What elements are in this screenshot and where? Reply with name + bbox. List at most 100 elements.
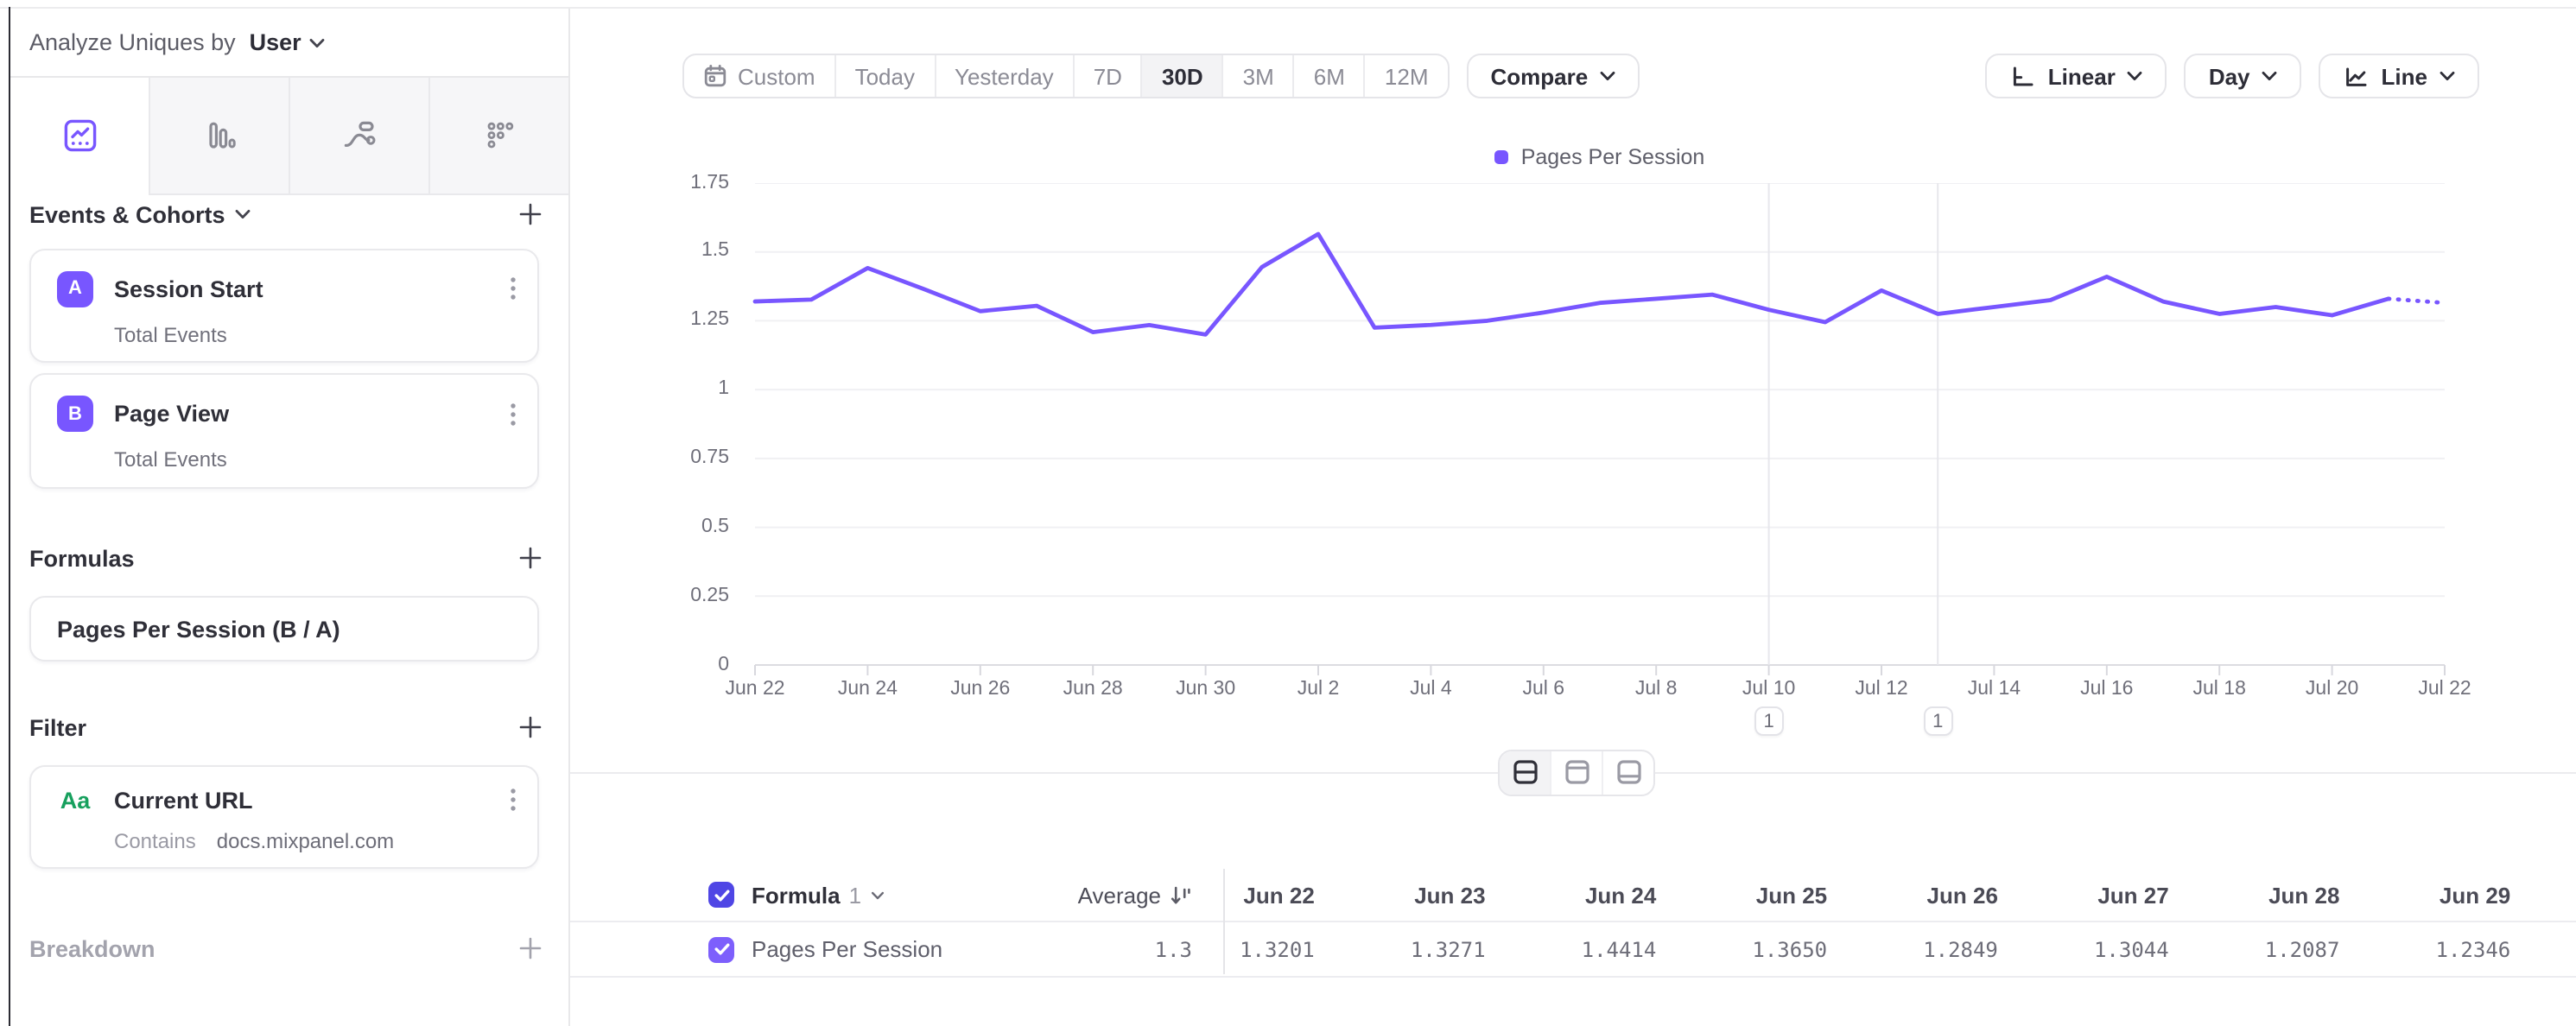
- x-axis-tick-label: Jul 8: [1634, 679, 1678, 700]
- formula-expression[interactable]: Pages Per Session (B / A): [57, 616, 340, 642]
- analyze-prefix-label: Analyze Uniques by: [29, 29, 236, 55]
- table-value-cell: 1.3271: [1410, 937, 1486, 961]
- table-only-icon: [1615, 758, 1642, 786]
- add-event-button[interactable]: [518, 202, 542, 226]
- kebab-menu-icon[interactable]: [510, 402, 517, 426]
- formula-label: Formula: [752, 882, 841, 908]
- tab-flows[interactable]: [289, 78, 428, 195]
- formula-card[interactable]: Pages Per Session (B / A): [29, 596, 539, 662]
- add-filter-button[interactable]: [518, 715, 542, 739]
- chart-type-label: Line: [2381, 63, 2427, 89]
- event-card-session-start[interactable]: A Session Start Total Events: [29, 248, 539, 363]
- tab-retention[interactable]: [428, 78, 568, 195]
- compare-label: Compare: [1490, 63, 1589, 89]
- date-range-custom[interactable]: Custom: [684, 55, 836, 97]
- date-range-7d[interactable]: 7D: [1075, 55, 1143, 97]
- date-column-headers: Jun 22 Jun 23 Jun 24 Jun 25 Jun 26 Jun 27 Jun …: [1144, 869, 2510, 921]
- x-axis-tick-label: Jun 22: [725, 679, 785, 700]
- chart-legend[interactable]: Pages Per Session: [738, 145, 2462, 169]
- x-axis-tick-label: Jul 6: [1522, 679, 1565, 700]
- filter-section-title: Filter: [29, 714, 87, 740]
- table-date-header[interactable]: Jun 25: [1755, 882, 1828, 908]
- events-section-heading: Events & Cohorts: [29, 197, 542, 231]
- analyze-entity-dropdown[interactable]: User: [249, 29, 301, 55]
- sidebar-divider: [568, 9, 570, 1026]
- series-label: Pages Per Session: [752, 936, 943, 962]
- table-date-header[interactable]: Jun 29: [2439, 882, 2511, 908]
- table-date-header[interactable]: Jun 23: [1414, 882, 1486, 908]
- filter-operator[interactable]: Contains: [114, 828, 196, 852]
- chevron-down-icon: [236, 209, 251, 219]
- event-card-page-view[interactable]: B Page View Total Events: [29, 373, 539, 488]
- chevron-down-icon: [310, 37, 326, 48]
- report-main: Custom Today Yesterday 7D 30D 3M 6M 12M Compare…: [570, 0, 2576, 1026]
- chevron-down-icon: [2440, 71, 2455, 81]
- table-value-cell: 1.4414: [1581, 937, 1657, 961]
- annotation-badge[interactable]: 1: [1754, 706, 1784, 736]
- layout-chart-only-button[interactable]: [1551, 750, 1603, 794]
- date-range-3m[interactable]: 3M: [1224, 55, 1295, 97]
- breakdown-section-heading: Breakdown: [29, 931, 542, 966]
- calendar-icon: [703, 64, 727, 88]
- filter-property[interactable]: Current URL: [114, 787, 253, 813]
- string-property-icon: Aa: [60, 787, 91, 813]
- event-measurement[interactable]: Total Events: [114, 447, 227, 472]
- table-date-header[interactable]: Jun 28: [2268, 882, 2340, 908]
- event-measurement[interactable]: Total Events: [114, 322, 227, 346]
- table-date-header[interactable]: Jun 24: [1584, 882, 1657, 908]
- header-divider: [10, 76, 568, 78]
- add-breakdown-button[interactable]: [518, 936, 542, 960]
- visualization-tabbar: [10, 78, 568, 195]
- tab-insights[interactable]: [10, 78, 149, 195]
- add-formula-button[interactable]: [518, 546, 542, 570]
- x-axis-tick-label: Jun 24: [837, 679, 898, 700]
- table-date-header[interactable]: Jun 26: [1926, 882, 1998, 908]
- y-axis-tick-label: 1.75: [690, 172, 729, 193]
- line-chart-icon: [2344, 63, 2370, 89]
- formula-dropdown[interactable]: Formula 1: [752, 869, 884, 921]
- table-row[interactable]: Pages Per Session 1.3 1.3201 1.3271 1.4414…: [570, 922, 2576, 978]
- split-view-icon: [1511, 758, 1539, 786]
- layout-split-view-button[interactable]: [1500, 750, 1551, 794]
- annotation-badge[interactable]: 1: [1923, 706, 1953, 736]
- table-value-cell: 1.3650: [1752, 937, 1828, 961]
- events-section-title[interactable]: Events & Cohorts: [29, 201, 225, 227]
- compare-button[interactable]: Compare: [1466, 54, 1640, 98]
- filter-card-current-url[interactable]: Aa Current URL Contains docs.mixpanel.co…: [29, 764, 539, 868]
- y-axis-tick-label: 0.75: [690, 446, 729, 468]
- series-checkbox[interactable]: [708, 936, 734, 962]
- layout-toggle: [1498, 749, 1655, 795]
- table-date-header[interactable]: Jun 22: [1243, 882, 1315, 908]
- y-scale-button[interactable]: Linear: [1985, 54, 2167, 98]
- chart-toolbar: Custom Today Yesterday 7D 30D 3M 6M 12M Compare…: [682, 54, 2479, 98]
- y-axis-tick-label: 0: [718, 654, 729, 674]
- legend-swatch: [1494, 150, 1509, 164]
- flows-icon: [340, 117, 378, 154]
- line-chart[interactable]: [738, 183, 2462, 681]
- average-sort-header[interactable]: Average: [916, 869, 1192, 921]
- select-all-checkbox[interactable]: [708, 882, 734, 908]
- tab-funnels[interactable]: [149, 78, 289, 195]
- layout-table-only-button[interactable]: [1603, 750, 1653, 794]
- x-axis-tick-label: Jul 4: [1410, 679, 1452, 700]
- date-range-yesterday[interactable]: Yesterday: [936, 55, 1075, 97]
- date-range-6m[interactable]: 6M: [1295, 55, 1366, 97]
- date-range-30d[interactable]: 30D: [1142, 55, 1224, 97]
- table-date-header[interactable]: Jun 27: [2097, 882, 2169, 908]
- y-axis-tick-label: 1.25: [690, 309, 729, 331]
- filter-value[interactable]: docs.mixpanel.com: [216, 828, 395, 852]
- date-range-today[interactable]: Today: [836, 55, 936, 97]
- event-title[interactable]: Page View: [114, 401, 230, 427]
- analyze-uniques-header[interactable]: Analyze Uniques by User: [29, 9, 568, 76]
- breakdown-section-title: Breakdown: [29, 935, 155, 961]
- chart-type-button[interactable]: Line: [2319, 54, 2479, 98]
- kebab-menu-icon[interactable]: [510, 788, 517, 812]
- event-title[interactable]: Session Start: [114, 276, 263, 301]
- kebab-menu-icon[interactable]: [510, 276, 517, 301]
- data-table: Formula 1 Average Jun 22 Jun 23 Ju: [570, 869, 2576, 978]
- date-range-control: Custom Today Yesterday 7D 30D 3M 6M 12M: [682, 54, 1450, 98]
- date-range-12m[interactable]: 12M: [1384, 63, 1429, 89]
- granularity-button[interactable]: Day: [2184, 54, 2302, 98]
- chart-only-icon: [1563, 758, 1590, 786]
